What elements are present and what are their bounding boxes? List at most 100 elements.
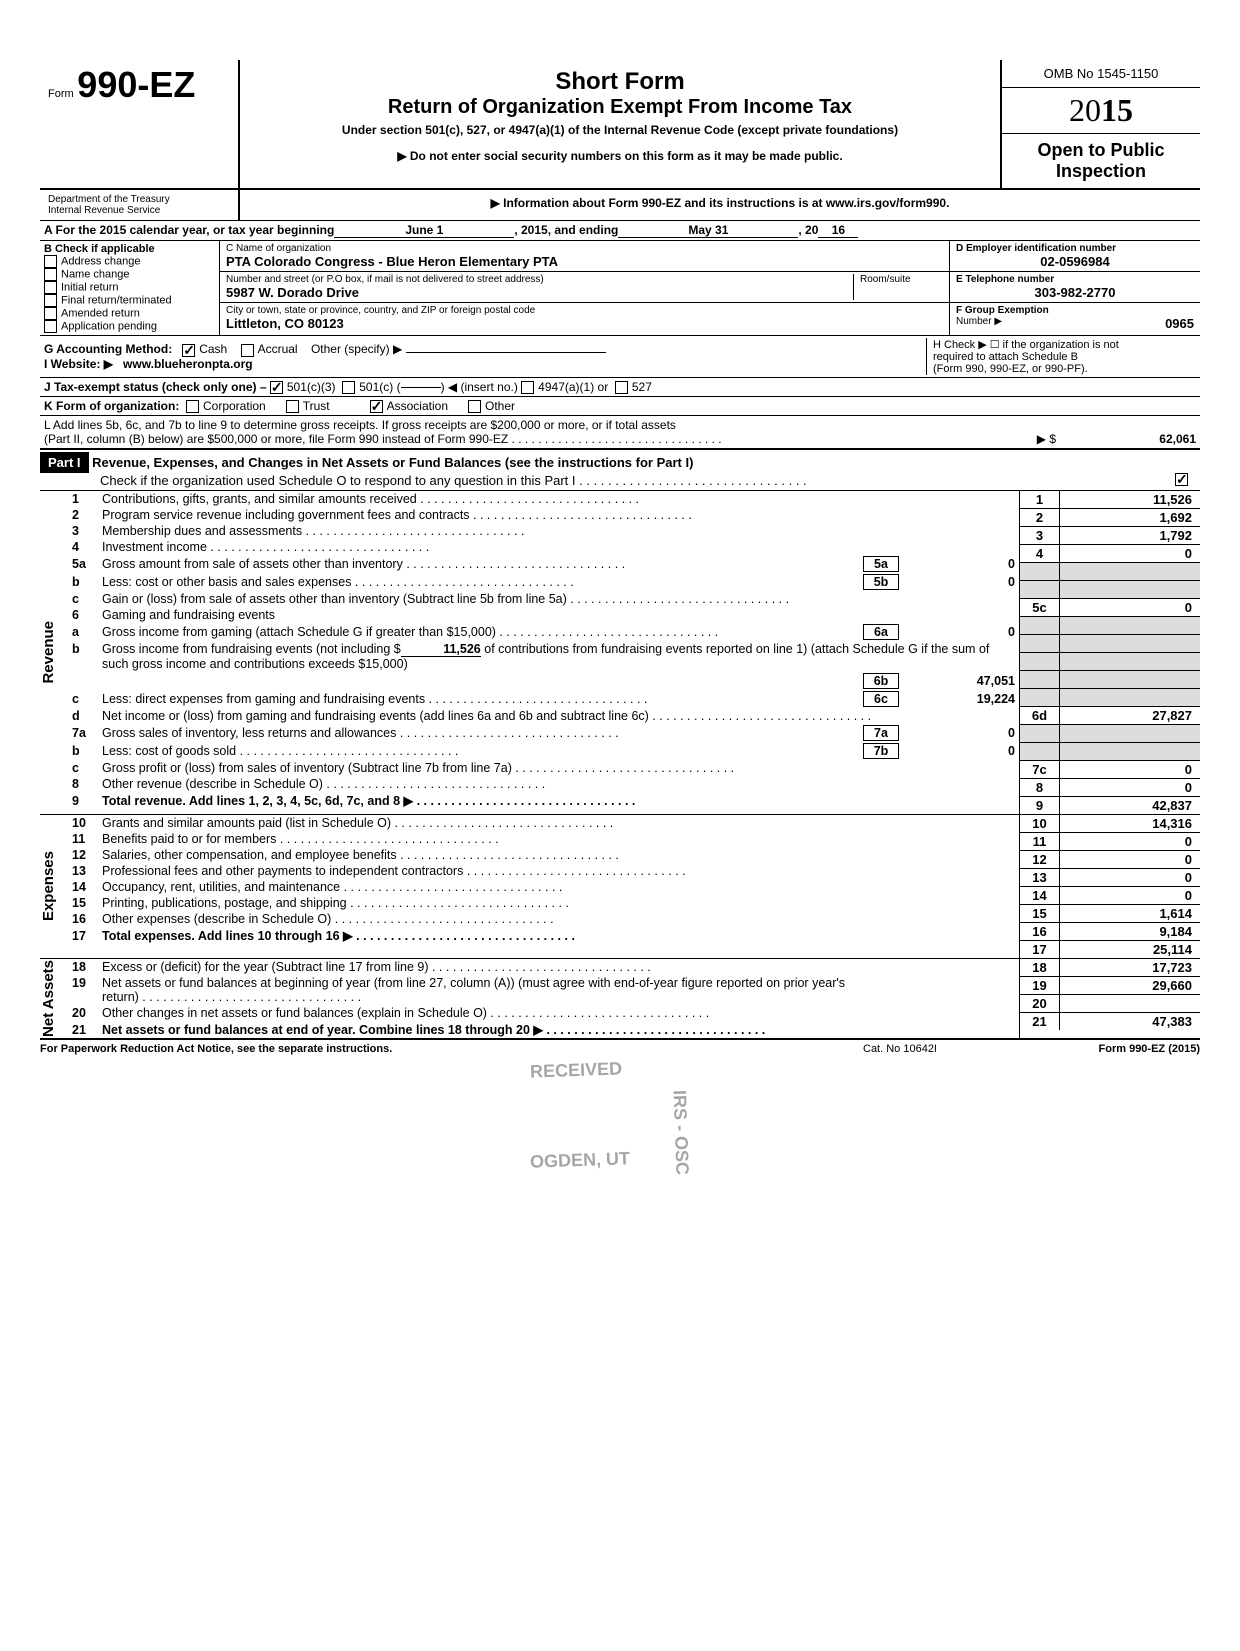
title-return: Return of Organization Exempt From Incom…	[248, 96, 992, 119]
checkbox-trust[interactable]	[286, 400, 299, 413]
numcell-	[1020, 725, 1200, 743]
form-right-box: OMB No 1545-1150 2015 Open to Public Ins…	[1000, 60, 1200, 188]
checkbox-4947[interactable]	[521, 381, 534, 394]
stamp-received: RECEIVED	[530, 1058, 623, 1082]
checkbox-name-change[interactable]	[44, 268, 57, 281]
subtitle: Under section 501(c), 527, or 4947(a)(1)…	[248, 123, 992, 137]
numcell-17: 1725,114	[1020, 941, 1200, 958]
line-2: 2Program service revenue including gover…	[68, 507, 1019, 523]
checkbox-final-return[interactable]	[44, 294, 57, 307]
line-5a: 5aGross amount from sale of assets other…	[68, 555, 1019, 573]
line-13: 13Professional fees and other payments t…	[68, 863, 1019, 879]
subval-7b: 0	[905, 744, 1015, 758]
numcell-	[1020, 653, 1200, 671]
col-c: C Name of organization PTA Colorado Cong…	[220, 241, 950, 335]
dept-row: Department of the Treasury Internal Reve…	[40, 190, 1200, 221]
a-end: May 31	[618, 223, 798, 238]
b-item-3: Final return/terminated	[44, 294, 215, 307]
checkbox-accrual[interactable]	[241, 344, 254, 357]
numcell-	[1020, 617, 1200, 635]
line-c: cLess: direct expenses from gaming and f…	[68, 690, 1019, 708]
b-item-1: Name change	[44, 268, 215, 281]
line-d: dNet income or (loss) from gaming and fu…	[68, 708, 1019, 724]
part1-label: Part I	[40, 452, 89, 473]
checkbox-other-org[interactable]	[468, 400, 481, 413]
numcell-	[1020, 743, 1200, 761]
line-14: 14Occupancy, rent, utilities, and mainte…	[68, 879, 1019, 895]
h-line1: H Check ▶ ☐ if the organization is not	[933, 338, 1196, 351]
form-prefix: Form	[48, 88, 74, 100]
numcell-13: 130	[1020, 869, 1200, 887]
checkbox-address-change[interactable]	[44, 255, 57, 268]
numcell-19: 1929,660	[1020, 977, 1200, 995]
netassets-section: Net Assets 18Excess or (deficit) for the…	[40, 958, 1200, 1040]
numcell-18: 1817,723	[1020, 959, 1200, 977]
numcell-4: 40	[1020, 545, 1200, 563]
g-row: G Accounting Method: Cash Accrual Other …	[40, 336, 1200, 378]
subbox-6c: 6c	[863, 691, 899, 707]
numcell-	[1020, 689, 1200, 707]
footer-center: Cat. No 10642I	[800, 1043, 1000, 1055]
checkbox-application-pending[interactable]	[44, 320, 57, 333]
expenses-section: Expenses 10Grants and similar amounts pa…	[40, 814, 1200, 958]
numcell-	[1020, 563, 1200, 581]
numcell-2: 21,692	[1020, 509, 1200, 527]
checkbox-initial-return[interactable]	[44, 281, 57, 294]
col-b: B Check if applicable Address change Nam…	[40, 241, 220, 335]
checkbox-corporation[interactable]	[186, 400, 199, 413]
j-row: J Tax-exempt status (check only one) – 5…	[40, 378, 1200, 397]
numcell-8: 80	[1020, 779, 1200, 797]
d-cell: D Employer identification number 02-0596…	[950, 241, 1200, 272]
a-begin: June 1	[334, 223, 514, 238]
numcell-	[1020, 581, 1200, 599]
l-text2: (Part II, column (B) below) are $500,000…	[44, 432, 1037, 446]
numcell-6d: 6d27,827	[1020, 707, 1200, 725]
line-17: 17Total expenses. Add lines 10 through 1…	[68, 927, 1019, 944]
line-1: 1Contributions, gifts, grants, and simil…	[68, 491, 1019, 507]
numcell-1: 111,526	[1020, 491, 1200, 509]
footer-row: For Paperwork Reduction Act Notice, see …	[40, 1040, 1200, 1058]
checkbox-501c3[interactable]	[270, 381, 283, 394]
numcell-3: 31,792	[1020, 527, 1200, 545]
col-def: D Employer identification number 02-0596…	[950, 241, 1200, 335]
checkbox-501c[interactable]	[342, 381, 355, 394]
subbox-7a: 7a	[863, 725, 899, 741]
numcell-9: 942,837	[1020, 797, 1200, 814]
checkbox-cash[interactable]	[182, 344, 195, 357]
b-label: B Check if applicable	[44, 243, 215, 255]
line-15: 15Printing, publications, postage, and s…	[68, 895, 1019, 911]
line-4: 4Investment income	[68, 539, 1019, 555]
form-number: 990-EZ	[77, 64, 195, 105]
revenue-side-label: Revenue	[40, 491, 68, 814]
c-room-label: Room/suite	[860, 274, 943, 285]
checkbox-association[interactable]	[370, 400, 383, 413]
b-item-4: Amended return	[44, 307, 215, 320]
e-label: E Telephone number	[956, 274, 1194, 285]
h-box: H Check ▶ ☐ if the organization is not r…	[926, 338, 1196, 375]
l-row: L Add lines 5b, 6c, and 7b to line 9 to …	[40, 416, 1200, 449]
l-val: 62,061	[1056, 432, 1196, 446]
c-street-label: Number and street (or P.O box, if mail i…	[226, 274, 853, 285]
line-6b: bGross income from fundraising events (n…	[68, 641, 1019, 672]
line-7a: 7aGross sales of inventory, less returns…	[68, 724, 1019, 742]
checkbox-schedule-o[interactable]	[1175, 473, 1188, 486]
h-line2: required to attach Schedule B	[933, 351, 1196, 363]
line-16: 16Other expenses (describe in Schedule O…	[68, 911, 1019, 927]
numcell-21: 2147,383	[1020, 1013, 1200, 1030]
line-6a: aGross income from gaming (attach Schedu…	[68, 623, 1019, 641]
c-name: PTA Colorado Congress - Blue Heron Eleme…	[226, 254, 943, 269]
checkbox-amended-return[interactable]	[44, 307, 57, 320]
numcell-11: 110	[1020, 833, 1200, 851]
c-city-label: City or town, state or province, country…	[226, 305, 943, 316]
d-label: D Employer identification number	[956, 243, 1194, 254]
f-cell: F Group Exemption Number ▶ 0965	[950, 303, 1200, 333]
numcell-15: 151,614	[1020, 905, 1200, 923]
b-item-5: Application pending	[44, 320, 215, 333]
numcell-5c: 5c0	[1020, 599, 1200, 617]
numcell-	[1020, 635, 1200, 653]
form-header: Form 990-EZ Short Form Return of Organiz…	[40, 60, 1200, 190]
g-label: G Accounting Method:	[44, 342, 172, 356]
numcell-12: 120	[1020, 851, 1200, 869]
checkbox-527[interactable]	[615, 381, 628, 394]
numcell-	[1020, 671, 1200, 689]
